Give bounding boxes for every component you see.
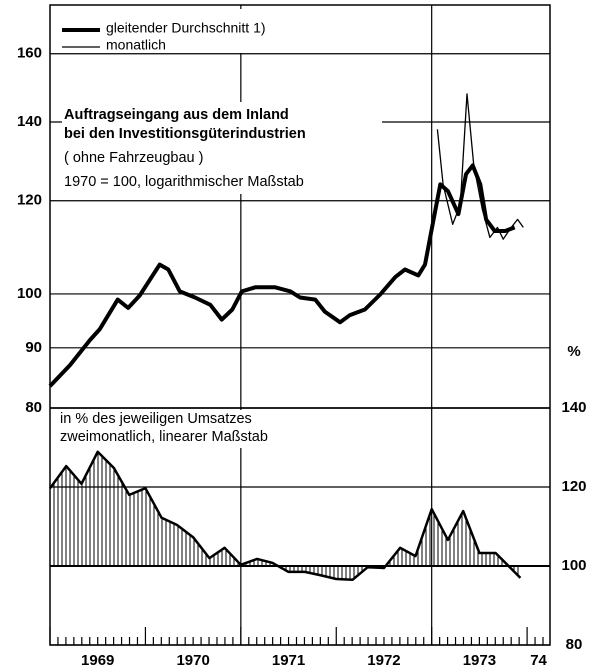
subtitle-line: 1970 = 100, logarithmischer Maßstab xyxy=(64,174,304,190)
x-tick-label: 74 xyxy=(530,652,547,669)
annotation-bg xyxy=(62,102,382,194)
legend-bg xyxy=(58,9,348,53)
y-tick-label: 100 xyxy=(17,285,42,302)
subtitle-line: ( ohne Fahrzeugbau ) xyxy=(64,150,203,166)
series-line xyxy=(48,163,516,388)
x-tick-label: 1970 xyxy=(176,652,209,669)
x-tick-label: 1971 xyxy=(272,652,305,669)
y-tick-label: 120 xyxy=(561,478,586,495)
legend-label: gleitender Durchschnitt 1) xyxy=(106,20,266,36)
area-hatch xyxy=(50,451,521,580)
annotations: Auftragseingang aus dem Inland bei den I… xyxy=(56,9,581,448)
title-line: Auftragseingang aus dem Inland xyxy=(64,107,289,123)
subtitle-line: zweimonatlich, linearer Maßstab xyxy=(60,429,268,445)
x-tick-label: 1969 xyxy=(81,652,114,669)
legend-label: monatlich xyxy=(106,37,166,53)
y-tick-label: 80 xyxy=(566,636,583,653)
y-tick-label: 100 xyxy=(561,557,586,574)
x-tick-label: 1973 xyxy=(463,652,496,669)
y-tick-label: 160 xyxy=(17,45,42,62)
frame xyxy=(49,4,551,646)
y-tick-label: 120 xyxy=(17,192,42,209)
y-axis-label: % xyxy=(567,343,580,360)
series-line xyxy=(436,93,524,240)
y-tick-label: 80 xyxy=(25,399,42,416)
x-tick-label: 1972 xyxy=(367,652,400,669)
y-tick-label: 140 xyxy=(561,399,586,416)
y-tick-label: 140 xyxy=(17,113,42,130)
plot xyxy=(48,93,524,582)
annotation-bg xyxy=(56,410,336,448)
title-line: bei den Investitionsgüterindustrien xyxy=(64,126,306,142)
area-line xyxy=(48,450,522,582)
subtitle-line: in % des jeweiligen Umsatzes xyxy=(60,411,252,427)
y-tick-label: 90 xyxy=(25,339,42,356)
